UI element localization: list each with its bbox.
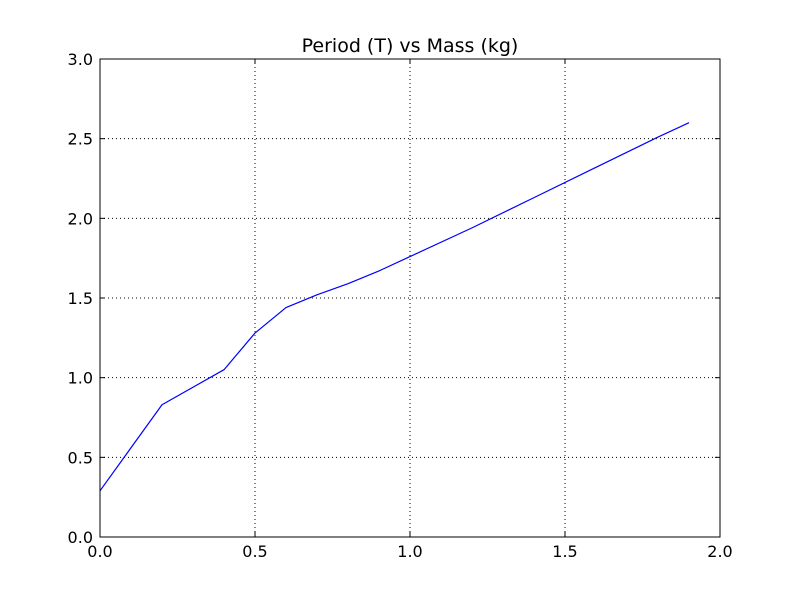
series-layer <box>99 122 690 492</box>
series-line <box>99 122 690 492</box>
chart-title: Period (T) vs Mass (kg) <box>302 35 519 57</box>
x-tick-label: 2.0 <box>707 542 732 561</box>
plot-area-frame <box>99 58 721 538</box>
y-tick-label: 1.5 <box>68 289 93 308</box>
x-tick-label: 0.0 <box>87 542 112 561</box>
y-tick-label: 2.0 <box>68 209 93 228</box>
y-axis-tick-labels: 0.0 0.5 1.0 1.5 2.0 2.5 3.0 <box>68 50 93 547</box>
y-tick-label: 1.0 <box>68 369 93 388</box>
x-axis-tick-labels: 0.0 0.5 1.0 1.5 2.0 <box>87 542 732 561</box>
x-tick-label: 1.0 <box>397 542 422 561</box>
y-tick-label: 0.5 <box>68 448 93 467</box>
y-tick-label: 3.0 <box>68 50 93 69</box>
y-tick-label: 0.0 <box>68 528 93 547</box>
x-tick-label: 0.5 <box>242 542 267 561</box>
y-tick-label: 2.5 <box>68 130 93 149</box>
x-tick-label: 1.5 <box>552 542 577 561</box>
